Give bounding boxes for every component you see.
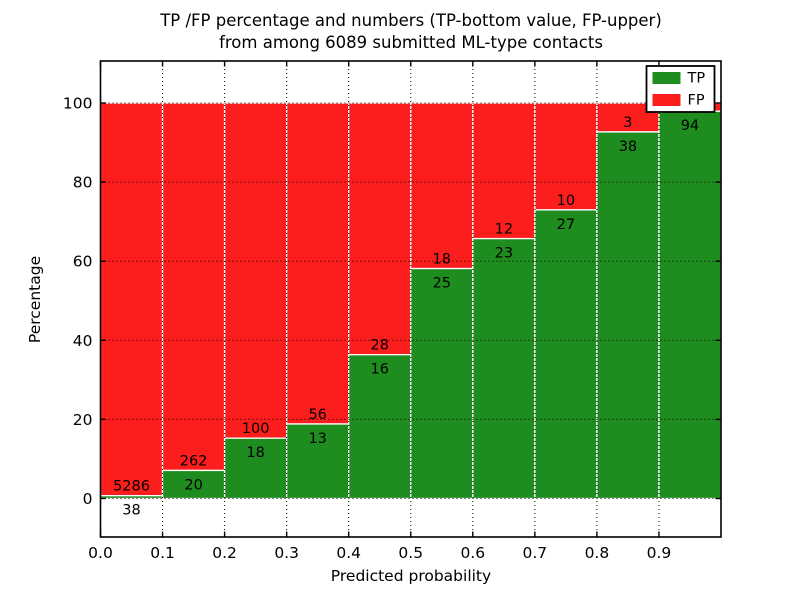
fp-count-label-2: 100: [242, 421, 270, 437]
tp-bar-8: [596, 131, 660, 500]
legend-swatch-tp: [652, 72, 681, 84]
tp-count-label-4: 16: [370, 362, 388, 378]
chart-title-line2: from among 6089 submitted ML-type contac…: [219, 33, 603, 52]
legend-label-fp: FP: [688, 93, 705, 109]
tp-bar-5: [410, 267, 474, 500]
legend-label-tp: TP: [687, 71, 706, 87]
tp-count-label-5: 25: [433, 276, 451, 292]
x-tick-label-0.7: 0.7: [523, 544, 548, 562]
chart-title-line1: TP /FP percentage and numbers (TP-bottom…: [159, 11, 662, 30]
x-tick-label-0.0: 0.0: [88, 544, 113, 562]
fp-bar-7: [534, 102, 598, 211]
fp-count-label-6: 12: [495, 222, 513, 238]
x-tick-label-0.9: 0.9: [647, 544, 672, 562]
legend-swatch-fp: [652, 94, 681, 106]
x-tick-label-0.5: 0.5: [398, 544, 423, 562]
tp-bar-9: [658, 110, 722, 500]
fp-bar-2: [223, 102, 288, 439]
fp-count-label-7: 10: [557, 193, 575, 209]
x-tick-label-0.3: 0.3: [274, 544, 299, 562]
y-tick-label-0: 0: [83, 490, 93, 508]
fp-count-label-5: 18: [433, 252, 451, 268]
x-tick-label-0.2: 0.2: [212, 544, 237, 562]
legend: TP FP: [645, 65, 716, 113]
tp-count-label-2: 18: [246, 445, 264, 461]
y-tick-label-60: 60: [73, 253, 93, 271]
y-tick-label-20: 20: [73, 411, 93, 429]
tp-count-label-1: 20: [184, 477, 202, 493]
fp-count-label-3: 56: [308, 407, 326, 423]
plot-area: 0.0 0.1 0.2 0.3 0.4 0.5 0.6 0.7 0.8 0.9 0 20 40 60 80 1…: [63, 60, 722, 562]
x-tick-label-0.4: 0.4: [336, 544, 361, 562]
x-axis-label: Predicted probability: [331, 567, 491, 585]
tp-count-label-9: 94: [681, 118, 699, 134]
tp-count-label-8: 38: [619, 139, 637, 155]
y-tick-label-80: 80: [73, 174, 93, 192]
tp-count-label-3: 13: [308, 431, 326, 447]
tp-bar-7: [534, 209, 598, 500]
x-tick-label-0.1: 0.1: [150, 544, 175, 562]
y-tick-label-100: 100: [63, 95, 93, 113]
fp-bar-5: [410, 102, 474, 270]
fp-count-label-4: 28: [370, 338, 388, 354]
fp-count-label-8: 3: [623, 115, 632, 131]
tp-count-label-0: 38: [122, 503, 140, 519]
fp-bar-6: [472, 102, 536, 240]
fp-bar-4: [348, 102, 412, 356]
fp-count-label-0: 5286: [113, 479, 150, 495]
fp-bar-0: [99, 102, 164, 497]
fp-bar-1: [161, 102, 226, 472]
y-axis-label: Percentage: [26, 256, 44, 343]
tp-bar-6: [472, 237, 536, 500]
fp-bar-3: [285, 102, 350, 425]
tp-bar-2: [223, 437, 288, 500]
x-tick-label-0.6: 0.6: [460, 544, 485, 562]
tp-count-label-7: 27: [557, 217, 575, 233]
x-tick-label-0.8: 0.8: [585, 544, 610, 562]
fp-count-label-1: 262: [180, 453, 208, 469]
tp-count-label-6: 23: [495, 246, 513, 262]
y-tick-label-40: 40: [73, 332, 93, 350]
